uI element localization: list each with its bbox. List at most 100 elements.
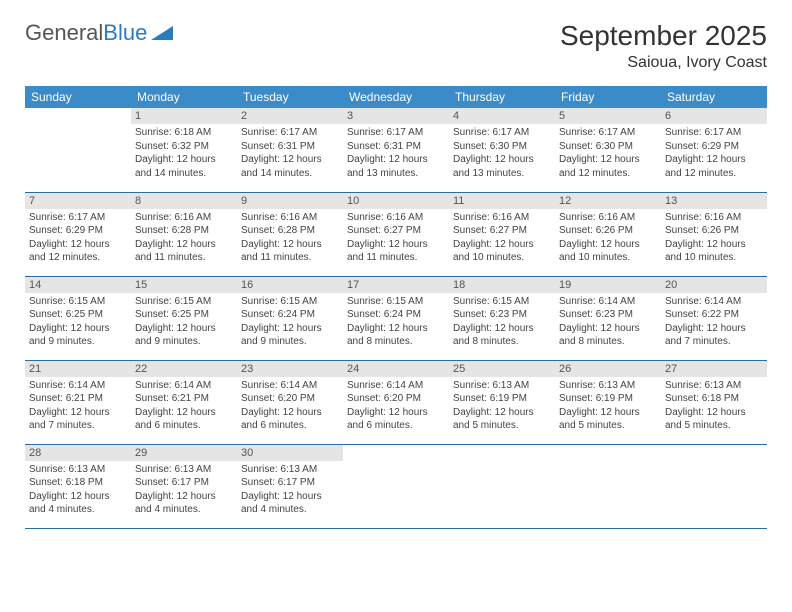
calendar-cell: 11 Sunrise: 6:16 AMSunset: 6:27 PMDayligh… [449, 192, 555, 276]
day-number: 20 [661, 277, 767, 293]
day-details: Sunrise: 6:16 AMSunset: 6:26 PMDaylight:… [665, 211, 763, 265]
weekday-header: Thursday [449, 86, 555, 108]
day-details: Sunrise: 6:18 AMSunset: 6:32 PMDaylight:… [135, 126, 233, 180]
day-number: 24 [343, 361, 449, 377]
calendar-row: 21Sunrise: 6:14 AMSunset: 6:21 PMDayligh… [25, 360, 767, 444]
day-number: 15 [131, 277, 237, 293]
calendar-cell: 24 Sunrise: 6:14 AMSunset: 6:20 PMDayligh… [343, 360, 449, 444]
calendar-cell: 30 Sunrise: 6:13 AMSunset: 6:17 PMDayligh… [237, 444, 343, 528]
logo: GeneralBlue [25, 20, 173, 46]
day-details: Sunrise: 6:17 AMSunset: 6:29 PMDaylight:… [665, 126, 763, 180]
calendar-cell: 25 Sunrise: 6:13 AMSunset: 6:19 PMDayligh… [449, 360, 555, 444]
calendar-cell: . [343, 444, 449, 528]
day-details: Sunrise: 6:14 AMSunset: 6:21 PMDaylight:… [29, 379, 127, 433]
title-block: September 2025 Saioua, Ivory Coast [560, 20, 767, 72]
day-details: Sunrise: 6:15 AMSunset: 6:25 PMDaylight:… [29, 295, 127, 349]
logo-text-blue: Blue [103, 20, 147, 46]
day-number: 23 [237, 361, 343, 377]
calendar-cell: 3Sunrise: 6:17 AMSunset: 6:31 PMDaylight… [343, 108, 449, 192]
day-details: Sunrise: 6:16 AMSunset: 6:26 PMDaylight:… [559, 211, 657, 265]
day-number: 5 [555, 108, 661, 124]
day-number: 25 [449, 361, 555, 377]
calendar-cell: 18 Sunrise: 6:15 AMSunset: 6:23 PMDayligh… [449, 276, 555, 360]
day-number: 30 [237, 445, 343, 461]
calendar-cell: 23 Sunrise: 6:14 AMSunset: 6:20 PMDayligh… [237, 360, 343, 444]
day-details: Sunrise: 6:16 AMSunset: 6:28 PMDaylight:… [241, 211, 339, 265]
calendar-cell: 2Sunrise: 6:17 AMSunset: 6:31 PMDaylight… [237, 108, 343, 192]
day-number: 19 [555, 277, 661, 293]
day-number: 13 [661, 193, 767, 209]
calendar-cell: 6 Sunrise: 6:17 AMSunset: 6:29 PMDaylight… [661, 108, 767, 192]
day-number: 6 [661, 108, 767, 124]
day-details: Sunrise: 6:14 AMSunset: 6:20 PMDaylight:… [241, 379, 339, 433]
day-details: Sunrise: 6:14 AMSunset: 6:23 PMDaylight:… [559, 295, 657, 349]
calendar-cell: 13 Sunrise: 6:16 AMSunset: 6:26 PMDayligh… [661, 192, 767, 276]
day-number: 12 [555, 193, 661, 209]
day-number: 28 [25, 445, 131, 461]
day-number: 4 [449, 108, 555, 124]
day-number: 21 [25, 361, 131, 377]
calendar-cell: . [555, 444, 661, 528]
calendar-cell: 20Sunrise: 6:14 AMSunset: 6:22 PMDayligh… [661, 276, 767, 360]
header: GeneralBlue September 2025 Saioua, Ivory… [25, 20, 767, 72]
calendar-cell: 9 Sunrise: 6:16 AMSunset: 6:28 PMDaylight… [237, 192, 343, 276]
calendar-row: .1 Sunrise: 6:18 AMSunset: 6:32 PMDayligh… [25, 108, 767, 192]
weekday-header: Wednesday [343, 86, 449, 108]
day-number: 10 [343, 193, 449, 209]
day-details: Sunrise: 6:17 AMSunset: 6:30 PMDaylight:… [559, 126, 657, 180]
day-number: 1 [131, 108, 237, 124]
calendar-row: 28 Sunrise: 6:13 AMSunset: 6:18 PMDayligh… [25, 444, 767, 528]
calendar-cell: . [449, 444, 555, 528]
day-details: Sunrise: 6:13 AMSunset: 6:19 PMDaylight:… [453, 379, 551, 433]
page-title: September 2025 [560, 20, 767, 52]
calendar-cell: 7 Sunrise: 6:17 AMSunset: 6:29 PMDaylight… [25, 192, 131, 276]
day-details: Sunrise: 6:15 AMSunset: 6:24 PMDaylight:… [347, 295, 445, 349]
calendar-row: 7 Sunrise: 6:17 AMSunset: 6:29 PMDaylight… [25, 192, 767, 276]
day-number: 2 [237, 108, 343, 124]
day-number: 7 [25, 193, 131, 209]
day-number: 22 [131, 361, 237, 377]
day-number: 11 [449, 193, 555, 209]
weekday-header: Saturday [661, 86, 767, 108]
day-details: Sunrise: 6:13 AMSunset: 6:18 PMDaylight:… [29, 463, 127, 517]
calendar-cell: . [25, 108, 131, 192]
day-number: 27 [661, 361, 767, 377]
calendar-cell: 10Sunrise: 6:16 AMSunset: 6:27 PMDayligh… [343, 192, 449, 276]
calendar-cell: 27 Sunrise: 6:13 AMSunset: 6:18 PMDayligh… [661, 360, 767, 444]
day-details: Sunrise: 6:15 AMSunset: 6:24 PMDaylight:… [241, 295, 339, 349]
day-details: Sunrise: 6:13 AMSunset: 6:17 PMDaylight:… [241, 463, 339, 517]
day-details: Sunrise: 6:14 AMSunset: 6:20 PMDaylight:… [347, 379, 445, 433]
calendar-cell: 29Sunrise: 6:13 AMSunset: 6:17 PMDayligh… [131, 444, 237, 528]
calendar-cell: . [661, 444, 767, 528]
location-label: Saioua, Ivory Coast [560, 54, 767, 72]
day-details: Sunrise: 6:16 AMSunset: 6:27 PMDaylight:… [453, 211, 551, 265]
logo-text-gray: General [25, 20, 103, 46]
day-details: Sunrise: 6:15 AMSunset: 6:23 PMDaylight:… [453, 295, 551, 349]
day-number: 16 [237, 277, 343, 293]
calendar-cell: 26Sunrise: 6:13 AMSunset: 6:19 PMDayligh… [555, 360, 661, 444]
day-number: 26 [555, 361, 661, 377]
day-number: 18 [449, 277, 555, 293]
calendar-cell: 21 Sunrise: 6:14 AMSunset: 6:21 PMDayligh… [25, 360, 131, 444]
calendar-cell: 16 Sunrise: 6:15 AMSunset: 6:24 PMDayligh… [237, 276, 343, 360]
weekday-header: Tuesday [237, 86, 343, 108]
day-details: Sunrise: 6:17 AMSunset: 6:30 PMDaylight:… [453, 126, 551, 180]
calendar-cell: 1 Sunrise: 6:18 AMSunset: 6:32 PMDaylight… [131, 108, 237, 192]
calendar-row: 14Sunrise: 6:15 AMSunset: 6:25 PMDayligh… [25, 276, 767, 360]
day-number: 9 [237, 193, 343, 209]
day-number: 8 [131, 193, 237, 209]
calendar-cell: 17 Sunrise: 6:15 AMSunset: 6:24 PMDayligh… [343, 276, 449, 360]
day-details: Sunrise: 6:13 AMSunset: 6:17 PMDaylight:… [135, 463, 233, 517]
day-details: Sunrise: 6:17 AMSunset: 6:29 PMDaylight:… [29, 211, 127, 265]
day-number: 3 [343, 108, 449, 124]
calendar-table: Sunday Monday Tuesday Wednesday Thursday… [25, 86, 767, 529]
weekday-header: Sunday [25, 86, 131, 108]
day-details: Sunrise: 6:13 AMSunset: 6:18 PMDaylight:… [665, 379, 763, 433]
day-number: 17 [343, 277, 449, 293]
calendar-cell: 28 Sunrise: 6:13 AMSunset: 6:18 PMDayligh… [25, 444, 131, 528]
day-details: Sunrise: 6:14 AMSunset: 6:21 PMDaylight:… [135, 379, 233, 433]
calendar-cell: 22 Sunrise: 6:14 AMSunset: 6:21 PMDayligh… [131, 360, 237, 444]
calendar-cell: 12 Sunrise: 6:16 AMSunset: 6:26 PMDayligh… [555, 192, 661, 276]
triangle-icon [151, 20, 173, 46]
calendar-cell: 8Sunrise: 6:16 AMSunset: 6:28 PMDaylight… [131, 192, 237, 276]
